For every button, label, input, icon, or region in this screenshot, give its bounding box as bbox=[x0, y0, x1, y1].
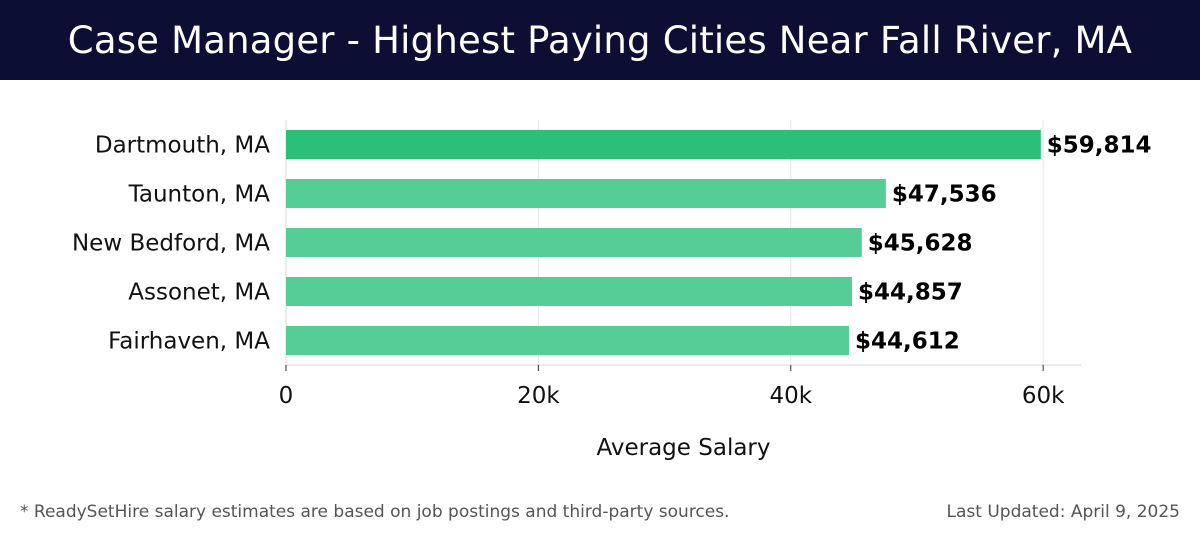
x-tick-label: 40k bbox=[769, 383, 812, 409]
bar bbox=[286, 228, 862, 257]
data-label: $47,536 bbox=[892, 182, 997, 208]
salary-bar-chart: Dartmouth, MA $59,814 Taunton, MA $47,536 Ne… bbox=[72, 120, 1152, 461]
category-label: New Bedford, MA bbox=[72, 231, 270, 257]
data-label: $44,857 bbox=[858, 280, 963, 306]
bar bbox=[286, 277, 853, 306]
bar bbox=[286, 326, 849, 355]
last-updated: Last Updated: April 9, 2025 bbox=[946, 502, 1180, 522]
chart-header: Case Manager - Highest Paying Cities Nea… bbox=[0, 0, 1200, 80]
category-label: Assonet, MA bbox=[128, 280, 270, 306]
bar bbox=[286, 179, 886, 208]
footnote: * ReadySetHire salary estimates are base… bbox=[20, 502, 730, 522]
x-tick-label: 20k bbox=[517, 383, 560, 409]
bar bbox=[286, 130, 1041, 159]
x-tick-label: 60k bbox=[1022, 383, 1065, 409]
category-label: Fairhaven, MA bbox=[108, 329, 270, 355]
x-axis-label: Average Salary bbox=[596, 435, 770, 461]
data-label: $44,612 bbox=[855, 329, 960, 355]
data-label: $59,814 bbox=[1047, 133, 1152, 159]
chart-title: Case Manager - Highest Paying Cities Nea… bbox=[67, 18, 1133, 62]
x-tick-label: 0 bbox=[279, 383, 294, 409]
data-label: $45,628 bbox=[868, 231, 973, 257]
category-label: Taunton, MA bbox=[128, 182, 271, 208]
category-label: Dartmouth, MA bbox=[95, 133, 270, 159]
